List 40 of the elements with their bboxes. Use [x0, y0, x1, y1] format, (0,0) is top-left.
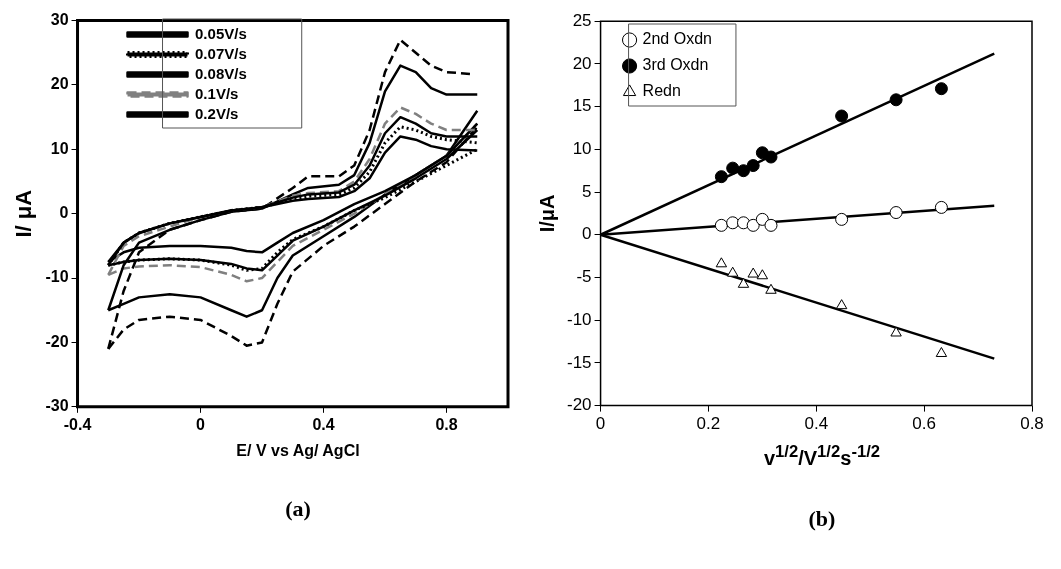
x-axis-title: E/ V vs Ag/ AgCl — [235, 442, 360, 460]
y-tick-label: -20 — [566, 395, 592, 415]
y-tick-label: 0 — [59, 204, 69, 222]
legend-label: 3rd Oxdn — [642, 56, 709, 74]
y-axis-title: I/μA — [535, 194, 558, 233]
y-tick-label: 20 — [572, 53, 592, 73]
y-tick-label: 30 — [50, 11, 69, 29]
legend-label: 0.1V/s — [195, 84, 239, 102]
y-tick-label: 10 — [50, 139, 69, 157]
y-tick-label: -30 — [45, 397, 69, 415]
y-tick-label: 10 — [572, 139, 592, 159]
x-tick-label: 0.4 — [312, 415, 335, 433]
y-tick-label: 0 — [582, 224, 592, 244]
x-tick-label: 0.2 — [696, 414, 721, 434]
legend-label: 0.08V/s — [195, 64, 247, 82]
text: (b) — [807, 505, 836, 532]
y-tick-label: -5 — [576, 267, 592, 287]
x-tick-label: 0.4 — [804, 414, 829, 434]
y-tick-label: -10 — [45, 268, 69, 286]
y-tick-label: 20 — [50, 75, 69, 93]
x-tick-label: -0.4 — [63, 415, 92, 433]
x-tick-label: 0 — [595, 414, 606, 434]
text: (a) — [284, 496, 311, 522]
x-tick-label: 0.8 — [435, 415, 458, 433]
legend-label: 0.2V/s — [195, 104, 239, 122]
x-tick-label: 0 — [196, 415, 206, 433]
x-tick-label: 0.8 — [1020, 414, 1044, 434]
y-tick-label: -20 — [45, 332, 69, 350]
x-axis-title: v$^{1/2}$/V$^{1/2}$s$^{-1/2}$ — [762, 442, 881, 470]
legend-label: Redn — [642, 82, 681, 100]
legend-label: 0.05V/s — [195, 24, 247, 42]
y-tick-label: 5 — [582, 181, 592, 201]
legend-label: 2nd Oxdn — [642, 30, 712, 48]
y-tick-label: -15 — [566, 352, 592, 372]
y-tick-label: -10 — [566, 309, 592, 329]
y-tick-label: 25 — [572, 10, 592, 30]
y-tick-label: 15 — [572, 96, 592, 116]
y-axis-title: I/ μA — [11, 189, 37, 238]
legend-label: 0.07V/s — [195, 44, 247, 62]
x-tick-label: 0.6 — [912, 414, 936, 434]
